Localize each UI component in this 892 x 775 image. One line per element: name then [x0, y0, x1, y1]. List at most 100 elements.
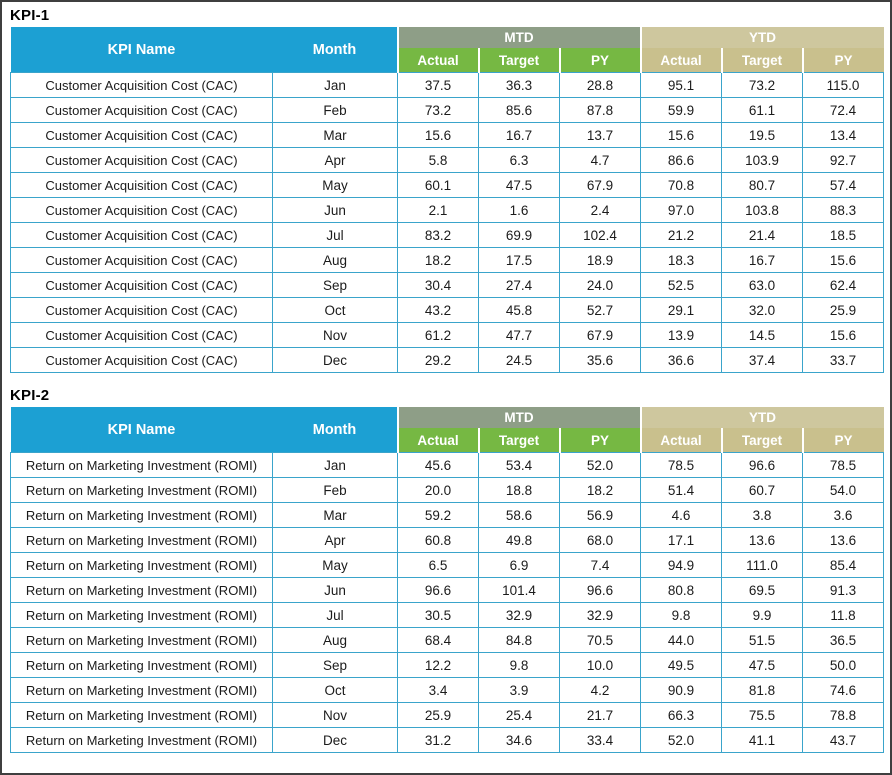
value-cell: 19.5 [721, 122, 804, 148]
value-cell: 61.2 [397, 322, 479, 348]
value-cell: 67.9 [558, 172, 642, 198]
month-cell: Feb [272, 97, 398, 123]
value-cell: 73.2 [721, 72, 804, 98]
month-cell: Sep [272, 652, 398, 678]
kpi-name-cell: Customer Acquisition Cost (CAC) [10, 322, 273, 348]
kpi-name-cell: Return on Marketing Investment (ROMI) [10, 652, 273, 678]
value-cell: 70.5 [558, 627, 642, 653]
ytd-actual-header: Actual [639, 48, 722, 73]
kpi-name-header: KPI Name [10, 27, 273, 73]
value-cell: 5.8 [397, 147, 479, 173]
value-cell: 53.4 [478, 452, 560, 478]
mtd-py-header: PY [558, 428, 641, 453]
value-cell: 80.8 [640, 577, 723, 603]
month-cell: Jul [272, 602, 398, 628]
value-cell: 18.5 [802, 222, 885, 248]
group-header-row: KPI Name Month MTD YTD [10, 27, 884, 73]
table-row: Return on Marketing Investment (ROMI) May… [10, 552, 885, 578]
mtd-py-header: PY [558, 48, 641, 73]
value-cell: 81.8 [721, 677, 804, 703]
value-cell: 62.4 [802, 272, 885, 298]
value-cell: 9.9 [721, 602, 804, 628]
ytd-actual-header: Actual [639, 428, 722, 453]
value-cell: 92.7 [802, 147, 885, 173]
value-cell: 37.4 [721, 347, 804, 373]
month-header: Month [272, 407, 398, 453]
month-cell: May [272, 172, 398, 198]
kpi-name-cell: Return on Marketing Investment (ROMI) [10, 502, 273, 528]
value-cell: 83.2 [397, 222, 479, 248]
value-cell: 103.8 [721, 197, 804, 223]
month-cell: Jun [272, 577, 398, 603]
value-cell: 69.9 [478, 222, 560, 248]
kpi-name-cell: Customer Acquisition Cost (CAC) [10, 272, 273, 298]
kpi-name-cell: Return on Marketing Investment (ROMI) [10, 677, 273, 703]
mtd-actual-header: Actual [396, 48, 479, 73]
value-cell: 34.6 [478, 727, 560, 753]
table-row: Customer Acquisition Cost (CAC) Nov 61.2 47… [10, 322, 885, 348]
table-row: Return on Marketing Investment (ROMI) Feb… [10, 477, 885, 503]
value-cell: 60.7 [721, 477, 804, 503]
kpi-name-cell: Customer Acquisition Cost (CAC) [10, 347, 273, 373]
value-cell: 47.5 [721, 652, 804, 678]
table-row: Return on Marketing Investment (ROMI) Mar… [10, 502, 885, 528]
value-cell: 32.9 [478, 602, 560, 628]
table-row: Customer Acquisition Cost (CAC) Apr 5.8 6.3… [10, 147, 885, 173]
value-cell: 13.6 [721, 527, 804, 553]
table-row: Customer Acquisition Cost (CAC) Sep 30.4 27… [10, 272, 885, 298]
value-cell: 4.7 [558, 147, 642, 173]
value-cell: 60.8 [397, 527, 479, 553]
value-cell: 36.5 [802, 627, 885, 653]
value-cell: 13.6 [802, 527, 885, 553]
value-cell: 18.8 [478, 477, 560, 503]
month-cell: Jan [272, 72, 398, 98]
value-cell: 96.6 [397, 577, 479, 603]
ytd-group-header: YTD [639, 407, 884, 428]
table-row: Customer Acquisition Cost (CAC) Jun 2.1 1.6… [10, 197, 885, 223]
month-cell: Sep [272, 272, 398, 298]
value-cell: 6.3 [478, 147, 560, 173]
month-cell: May [272, 552, 398, 578]
value-cell: 33.4 [558, 727, 642, 753]
value-cell: 58.6 [478, 502, 560, 528]
value-cell: 3.6 [802, 502, 885, 528]
value-cell: 96.6 [721, 452, 804, 478]
value-cell: 73.2 [397, 97, 479, 123]
value-cell: 29.2 [397, 347, 479, 373]
value-cell: 70.8 [640, 172, 723, 198]
value-cell: 56.9 [558, 502, 642, 528]
value-cell: 30.4 [397, 272, 479, 298]
month-cell: Nov [272, 322, 398, 348]
value-cell: 13.4 [802, 122, 885, 148]
sub-header-row: Actual Target PY Actual Target PY [11, 48, 884, 73]
mtd-actual-header: Actual [396, 428, 479, 453]
value-cell: 3.8 [721, 502, 804, 528]
value-cell: 25.9 [802, 297, 885, 323]
kpi-name-cell: Customer Acquisition Cost (CAC) [10, 72, 273, 98]
value-cell: 17.1 [640, 527, 723, 553]
sub-header-row: Actual Target PY Actual Target PY [11, 428, 884, 453]
value-cell: 2.4 [558, 197, 642, 223]
value-cell: 68.0 [558, 527, 642, 553]
value-cell: 74.6 [802, 677, 885, 703]
table-row: Customer Acquisition Cost (CAC) Oct 43.2 45… [10, 297, 885, 323]
kpi-section-2: KPI-2 KPI Name Month MTD YTD Actual Targ… [10, 387, 885, 753]
value-cell: 85.4 [802, 552, 885, 578]
value-cell: 41.1 [721, 727, 804, 753]
ytd-group-header: YTD [639, 27, 884, 48]
value-cell: 52.5 [640, 272, 723, 298]
value-cell: 85.6 [478, 97, 560, 123]
mtd-group-header: MTD [396, 407, 641, 428]
table-row: Return on Marketing Investment (ROMI) Oct… [10, 677, 885, 703]
value-cell: 25.4 [478, 702, 560, 728]
value-cell: 21.7 [558, 702, 642, 728]
value-cell: 16.7 [721, 247, 804, 273]
value-cell: 115.0 [802, 72, 885, 98]
kpi-name-cell: Return on Marketing Investment (ROMI) [10, 702, 273, 728]
value-cell: 44.0 [640, 627, 723, 653]
value-cell: 18.2 [558, 477, 642, 503]
table-row: Customer Acquisition Cost (CAC) Mar 15.6 16… [10, 122, 885, 148]
value-cell: 3.9 [478, 677, 560, 703]
value-cell: 52.7 [558, 297, 642, 323]
value-cell: 14.5 [721, 322, 804, 348]
